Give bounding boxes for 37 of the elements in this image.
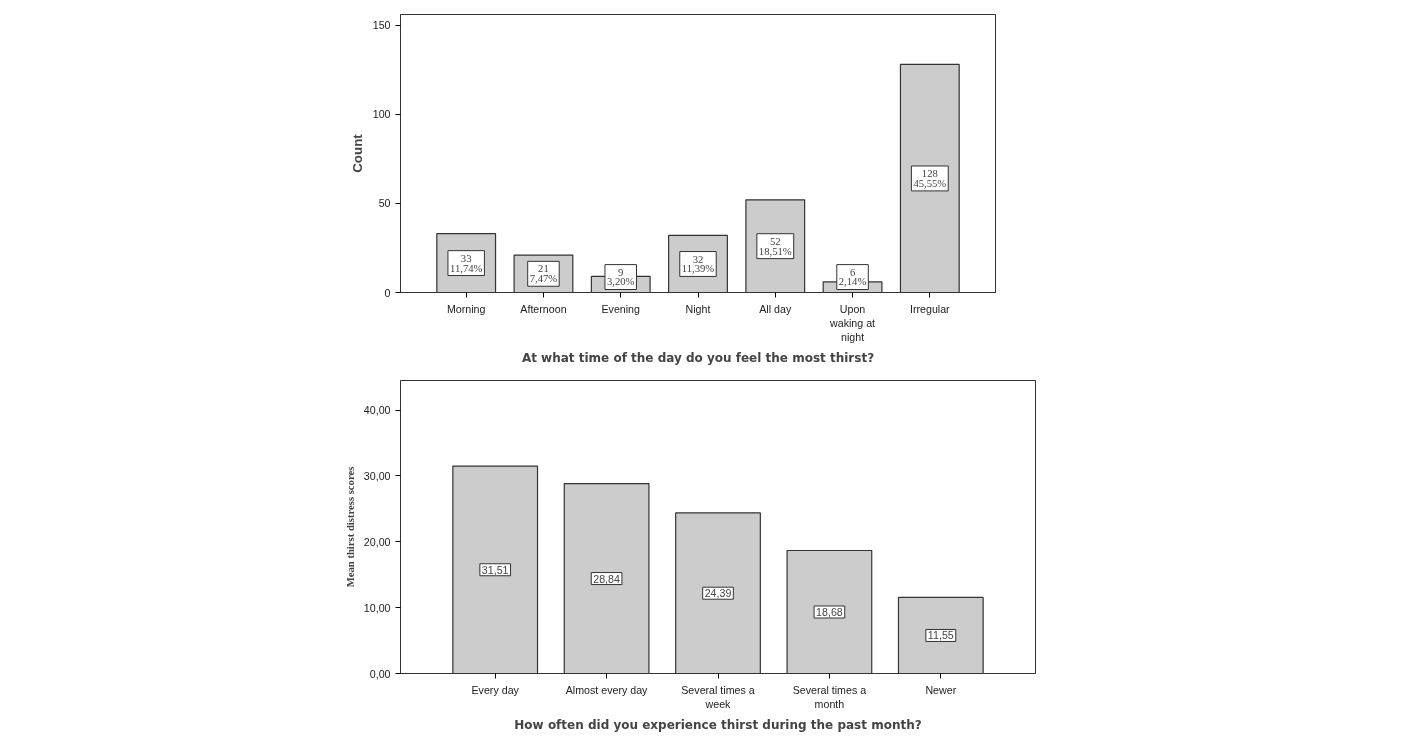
data-label: 11,55 [927, 629, 954, 642]
y-axis-title: Mean thirst distress scores [344, 466, 356, 588]
data-label: 31,51 [481, 563, 509, 576]
data-label: 128 45,55% [913, 168, 947, 189]
data-label: 9 3,20% [606, 266, 635, 288]
x-tick-label: Newer [925, 683, 957, 696]
x-tick-label: Morning [446, 302, 486, 315]
data-label: 33 11,74% [449, 252, 483, 274]
x-tick-label: Irregular [909, 302, 951, 315]
y-tick-label: 10,00 [363, 601, 391, 614]
x-tick-label: Upon waking at night [829, 302, 876, 344]
y-tick-label: 150 [372, 19, 391, 32]
y-tick-label: 40,00 [363, 404, 391, 417]
x-tick-label: Night [685, 302, 711, 315]
data-label: 21 7,47% [529, 263, 558, 285]
y-tick-label: 50 [378, 197, 391, 210]
data-label: 6 2,14% [838, 266, 867, 288]
y-axis-title: Count [349, 133, 365, 173]
x-tick-label: Afternoon [520, 302, 567, 315]
data-label: 52 18,51% [758, 235, 792, 257]
y-tick-label: 20,00 [363, 535, 391, 548]
x-axis-title: How often did you experience thirst during the past month? [514, 717, 922, 732]
x-tick-label: Evening [601, 302, 641, 315]
data-label: 18,68 [816, 606, 843, 618]
x-axis-title: At what time of the day do you feel the most thirst? [521, 351, 875, 366]
y-tick-label: 100 [372, 108, 391, 121]
y-tick-label: 0 [384, 286, 391, 299]
data-label: 28,84 [593, 572, 620, 585]
y-tick-label: 30,00 [363, 469, 391, 482]
x-tick-label: Several times a month [792, 683, 867, 710]
data-label: 32 11,39% [681, 253, 715, 275]
x-tick-label: All day [759, 302, 792, 315]
x-tick-label: Several times a week [681, 683, 755, 710]
x-tick-label: Almost every day [565, 683, 649, 696]
data-label: 24,39 [704, 587, 732, 600]
x-tick-label: Every day [471, 683, 520, 696]
y-tick-label: 0,00 [369, 667, 391, 680]
